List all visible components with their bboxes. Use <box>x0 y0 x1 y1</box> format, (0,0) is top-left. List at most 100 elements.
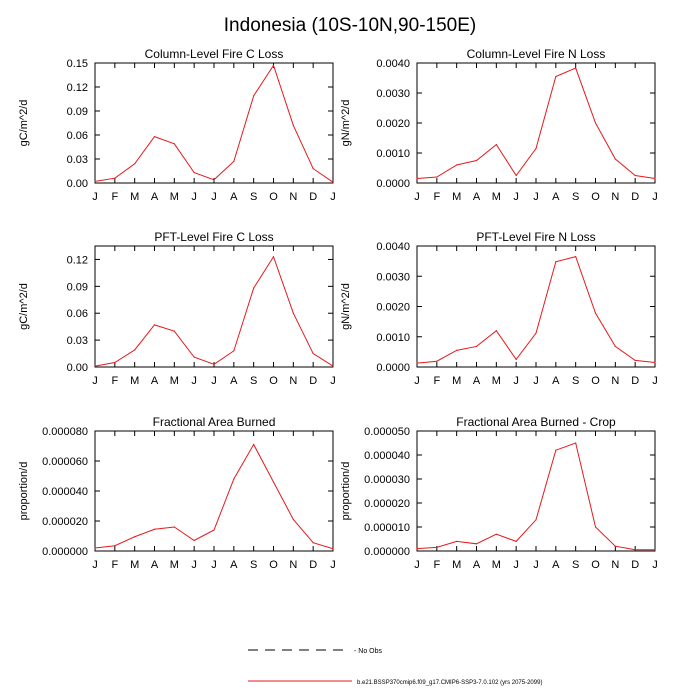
x-tick-label: F <box>111 191 118 203</box>
data-point <box>575 442 577 444</box>
x-tick-label: A <box>473 375 481 387</box>
data-point <box>94 547 96 549</box>
y-tick-label: 0.12 <box>67 254 88 266</box>
x-tick-label: F <box>111 559 118 571</box>
x-tick-label: J <box>533 191 539 203</box>
data-point <box>134 536 136 538</box>
data-point <box>173 330 175 332</box>
data-point <box>436 360 438 362</box>
data-point <box>575 255 577 258</box>
data-point <box>535 147 537 150</box>
data-point <box>515 174 517 177</box>
data-point <box>555 449 557 451</box>
x-tick-label: O <box>591 559 600 571</box>
x-tick-label: M <box>130 559 139 571</box>
y-axis-label: gC/m^2/d <box>18 100 30 147</box>
y-tick-label: 0.000000 <box>364 546 410 558</box>
plot-frame <box>94 430 334 552</box>
x-tick-label: J <box>330 375 336 387</box>
data-point <box>456 349 458 351</box>
x-tick-label: A <box>151 559 159 571</box>
x-tick-label: S <box>250 191 257 203</box>
x-tick-label: J <box>211 191 217 203</box>
legend: - No Obs b.e21.BSSP370cmip6.f09_g17.CMIP6… <box>248 648 542 686</box>
y-tick-label: 0.06 <box>67 308 88 320</box>
y-axis-label: proportion/d <box>340 462 352 521</box>
data-point <box>515 540 517 543</box>
data-point <box>193 356 195 358</box>
data-point <box>634 359 636 361</box>
x-tick-label: O <box>269 191 278 203</box>
x-tick-label: A <box>473 191 481 203</box>
x-tick-label: S <box>572 375 579 387</box>
data-point <box>253 443 255 446</box>
data-point <box>332 365 334 367</box>
data-point <box>272 64 275 66</box>
plot-frame <box>94 245 334 368</box>
x-tick-label: J <box>414 375 420 387</box>
data-point <box>436 546 438 549</box>
y-tick-label: 0.15 <box>67 58 88 70</box>
y-tick-label: 0.0040 <box>376 58 410 70</box>
data-point <box>233 478 235 480</box>
data-point <box>594 312 597 314</box>
x-tick-label: M <box>452 375 461 387</box>
x-tick-label: M <box>452 191 461 203</box>
x-tick-label: S <box>572 559 579 571</box>
x-tick-label: J <box>191 375 197 387</box>
x-tick-label: A <box>552 191 560 203</box>
panel-title: Column-Level Fire N Loss <box>467 47 606 61</box>
x-tick-label: O <box>591 375 600 387</box>
data-point <box>233 350 235 352</box>
x-tick-label: O <box>591 191 600 203</box>
y-axis-label: gN/m^2/d <box>340 283 352 330</box>
x-tick-label: A <box>552 559 560 571</box>
series-line <box>416 255 656 364</box>
y-tick-label: 0.0040 <box>376 241 410 253</box>
data-point <box>153 528 156 530</box>
data-point <box>634 174 636 177</box>
data-point <box>292 312 294 314</box>
y-tick-label: 0.000020 <box>364 498 410 510</box>
data-point <box>535 332 537 334</box>
x-tick-label: S <box>572 191 579 203</box>
data-point <box>114 177 116 179</box>
data-point <box>134 163 136 165</box>
series-line <box>416 67 656 179</box>
x-tick-label: J <box>652 375 658 387</box>
data-point <box>515 358 517 361</box>
y-tick-label: 0.0030 <box>376 271 410 283</box>
data-point <box>114 545 116 547</box>
x-tick-label: J <box>414 559 420 571</box>
y-tick-label: 0.09 <box>67 106 88 118</box>
x-tick-label: S <box>250 559 257 571</box>
y-tick-label: 0.12 <box>67 82 88 94</box>
data-point <box>213 179 215 181</box>
x-tick-label: F <box>111 375 118 387</box>
x-tick-label: M <box>170 559 179 571</box>
x-tick-label: M <box>170 375 179 387</box>
x-tick-label: O <box>269 559 278 571</box>
data-point <box>134 349 136 351</box>
chart-panel-6: Fractional Area Burned - Crop proportion/… <box>340 415 658 571</box>
data-point <box>555 75 557 78</box>
data-point <box>456 164 458 166</box>
data-point <box>253 95 255 97</box>
data-point <box>233 160 235 162</box>
x-tick-label: M <box>492 559 501 571</box>
legend-label: - No Obs <box>354 648 383 655</box>
y-tick-label: 0.00 <box>67 362 88 374</box>
x-tick-label: D <box>631 375 639 387</box>
x-tick-label: J <box>533 375 539 387</box>
x-tick-label: J <box>330 191 336 203</box>
y-tick-label: 0.000080 <box>42 426 88 438</box>
x-tick-label: M <box>492 191 501 203</box>
panel-title: Fractional Area Burned - Crop <box>456 415 616 429</box>
x-tick-label: J <box>513 191 519 203</box>
x-tick-label: A <box>473 559 481 571</box>
data-point <box>594 122 597 124</box>
x-tick-label: J <box>92 559 98 571</box>
